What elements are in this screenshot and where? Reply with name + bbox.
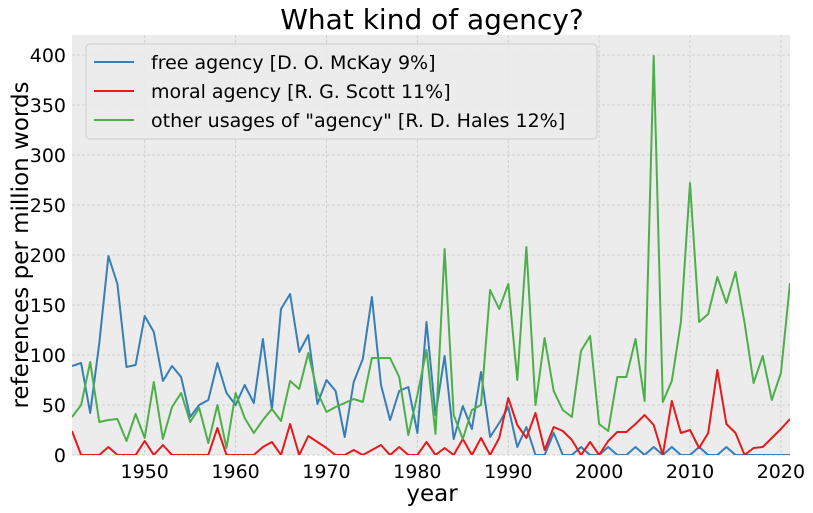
- x-tick-label: 2020: [757, 461, 805, 483]
- y-tick-label: 250: [30, 195, 66, 217]
- x-tick-label: 1970: [302, 461, 350, 483]
- x-tick-label: 1980: [393, 461, 441, 483]
- y-axis-ticks: 0 50 100 150 200 250 300 350 400: [30, 45, 66, 467]
- x-tick-label: 2010: [666, 461, 714, 483]
- series-line-1: [72, 255, 790, 455]
- legend: free agency [D. O. McKay 9%] moral agency…: [85, 43, 598, 140]
- y-tick-label: 200: [30, 245, 66, 267]
- series-lines: [72, 55, 790, 455]
- legend-label-1: free agency [D. O. McKay 9%]: [151, 52, 436, 74]
- x-tick-label: 2000: [575, 461, 623, 483]
- legend-items: free agency [D. O. McKay 9%] moral agency…: [94, 52, 565, 132]
- y-tick-label: 0: [54, 445, 66, 467]
- x-axis-label: year: [406, 481, 458, 507]
- y-tick-label: 150: [30, 295, 66, 317]
- y-tick-label: 100: [30, 345, 66, 367]
- series-line-3: [72, 55, 790, 449]
- chart-title: What kind of agency?: [280, 3, 584, 36]
- y-axis-label: references per million words: [8, 81, 34, 408]
- legend-box: [85, 43, 598, 140]
- y-tick-label: 50: [42, 395, 66, 417]
- x-tick-label: 1960: [211, 461, 259, 483]
- x-axis-ticks: 1950 1960 1970 1980 1990 2000 2010 2020: [121, 461, 806, 483]
- legend-label-2: moral agency [R. G. Scott 11%]: [151, 81, 451, 103]
- x-tick-label: 1950: [121, 461, 169, 483]
- legend-label-3: other usages of "agency" [R. D. Hales 12…: [151, 110, 565, 132]
- y-tick-label: 400: [30, 45, 66, 67]
- y-tick-label: 350: [30, 95, 66, 117]
- y-tick-label: 300: [30, 145, 66, 167]
- x-tick-label: 1990: [484, 461, 532, 483]
- series-line-2: [72, 369, 790, 455]
